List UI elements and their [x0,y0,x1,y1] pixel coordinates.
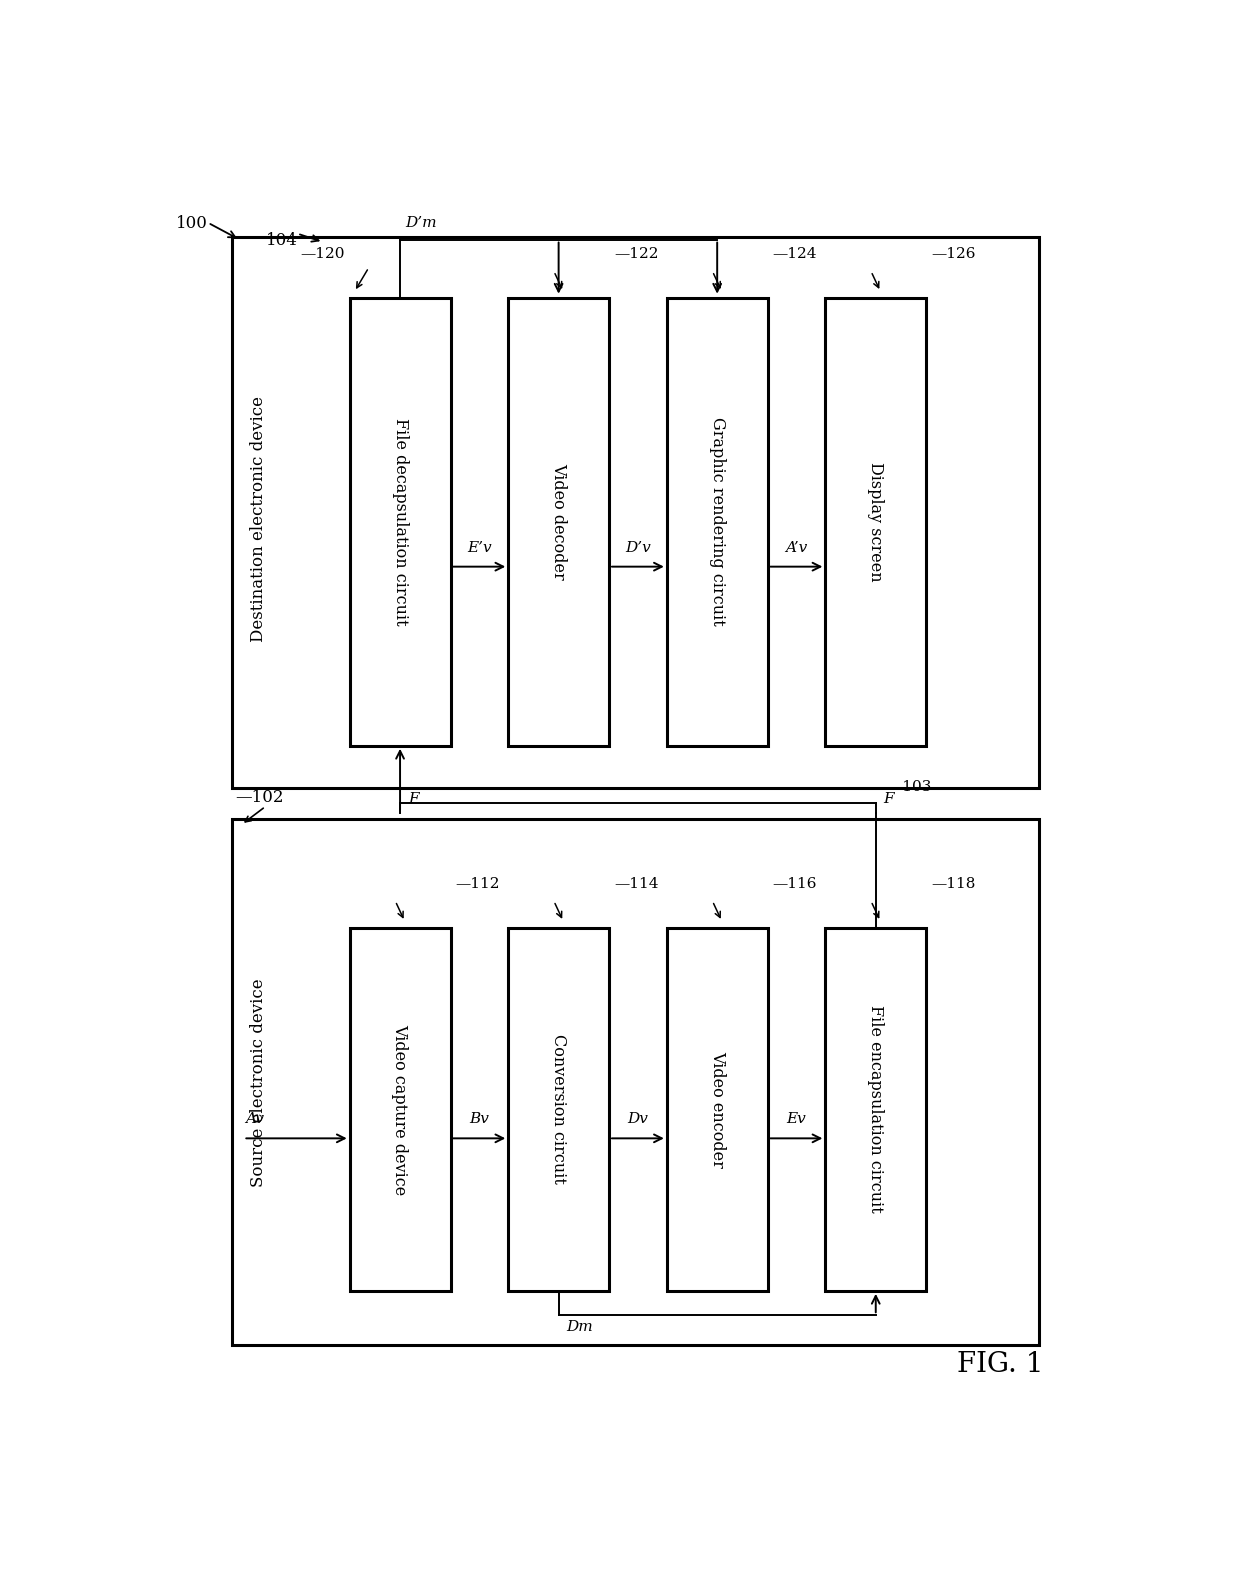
Text: —112: —112 [455,878,500,892]
Text: Bv: Bv [470,1112,490,1126]
Text: —116: —116 [773,878,817,892]
Text: 104: 104 [265,233,298,250]
Text: —124: —124 [773,247,817,261]
Text: Dv: Dv [627,1112,649,1126]
Text: Video encoder: Video encoder [709,1051,725,1167]
Bar [826,297,926,746]
Text: E’v: E’v [467,541,491,555]
Bar [350,297,450,746]
Text: Av: Av [246,1112,264,1126]
Text: —126: —126 [931,247,976,261]
Text: File encapsulation circuit: File encapsulation circuit [867,1005,884,1213]
Text: —120: —120 [300,247,345,261]
Text: Ev: Ev [786,1112,806,1126]
Text: Graphic rendering circuit: Graphic rendering circuit [709,417,725,626]
Bar [667,928,768,1291]
Text: A’v: A’v [785,541,807,555]
Text: 100: 100 [176,216,208,233]
Text: Video decoder: Video decoder [551,464,567,580]
Bar [232,238,1039,788]
Text: —114: —114 [614,878,658,892]
Text: F: F [408,793,418,807]
Text: File decapsulation circuit: File decapsulation circuit [392,418,408,626]
Text: Conversion circuit: Conversion circuit [551,1035,567,1184]
Text: —103: —103 [888,780,931,794]
Bar [508,928,609,1291]
Text: Destination electronic device: Destination electronic device [250,396,268,642]
Bar [350,928,450,1291]
Text: —102: —102 [234,790,283,807]
Bar [508,297,609,746]
Text: —122: —122 [614,247,658,261]
Text: —118: —118 [931,878,976,892]
Bar [667,297,768,746]
Text: Display screen: Display screen [867,462,884,582]
Text: F: F [883,793,894,807]
Text: Source electronic device: Source electronic device [250,978,268,1188]
Bar [232,818,1039,1345]
Bar [826,928,926,1291]
Text: FIG. 1: FIG. 1 [957,1351,1044,1378]
Text: D’v: D’v [625,541,651,555]
Text: Video capture device: Video capture device [392,1024,408,1195]
Text: D’m: D’m [404,216,436,230]
Text: Dm: Dm [567,1320,593,1334]
